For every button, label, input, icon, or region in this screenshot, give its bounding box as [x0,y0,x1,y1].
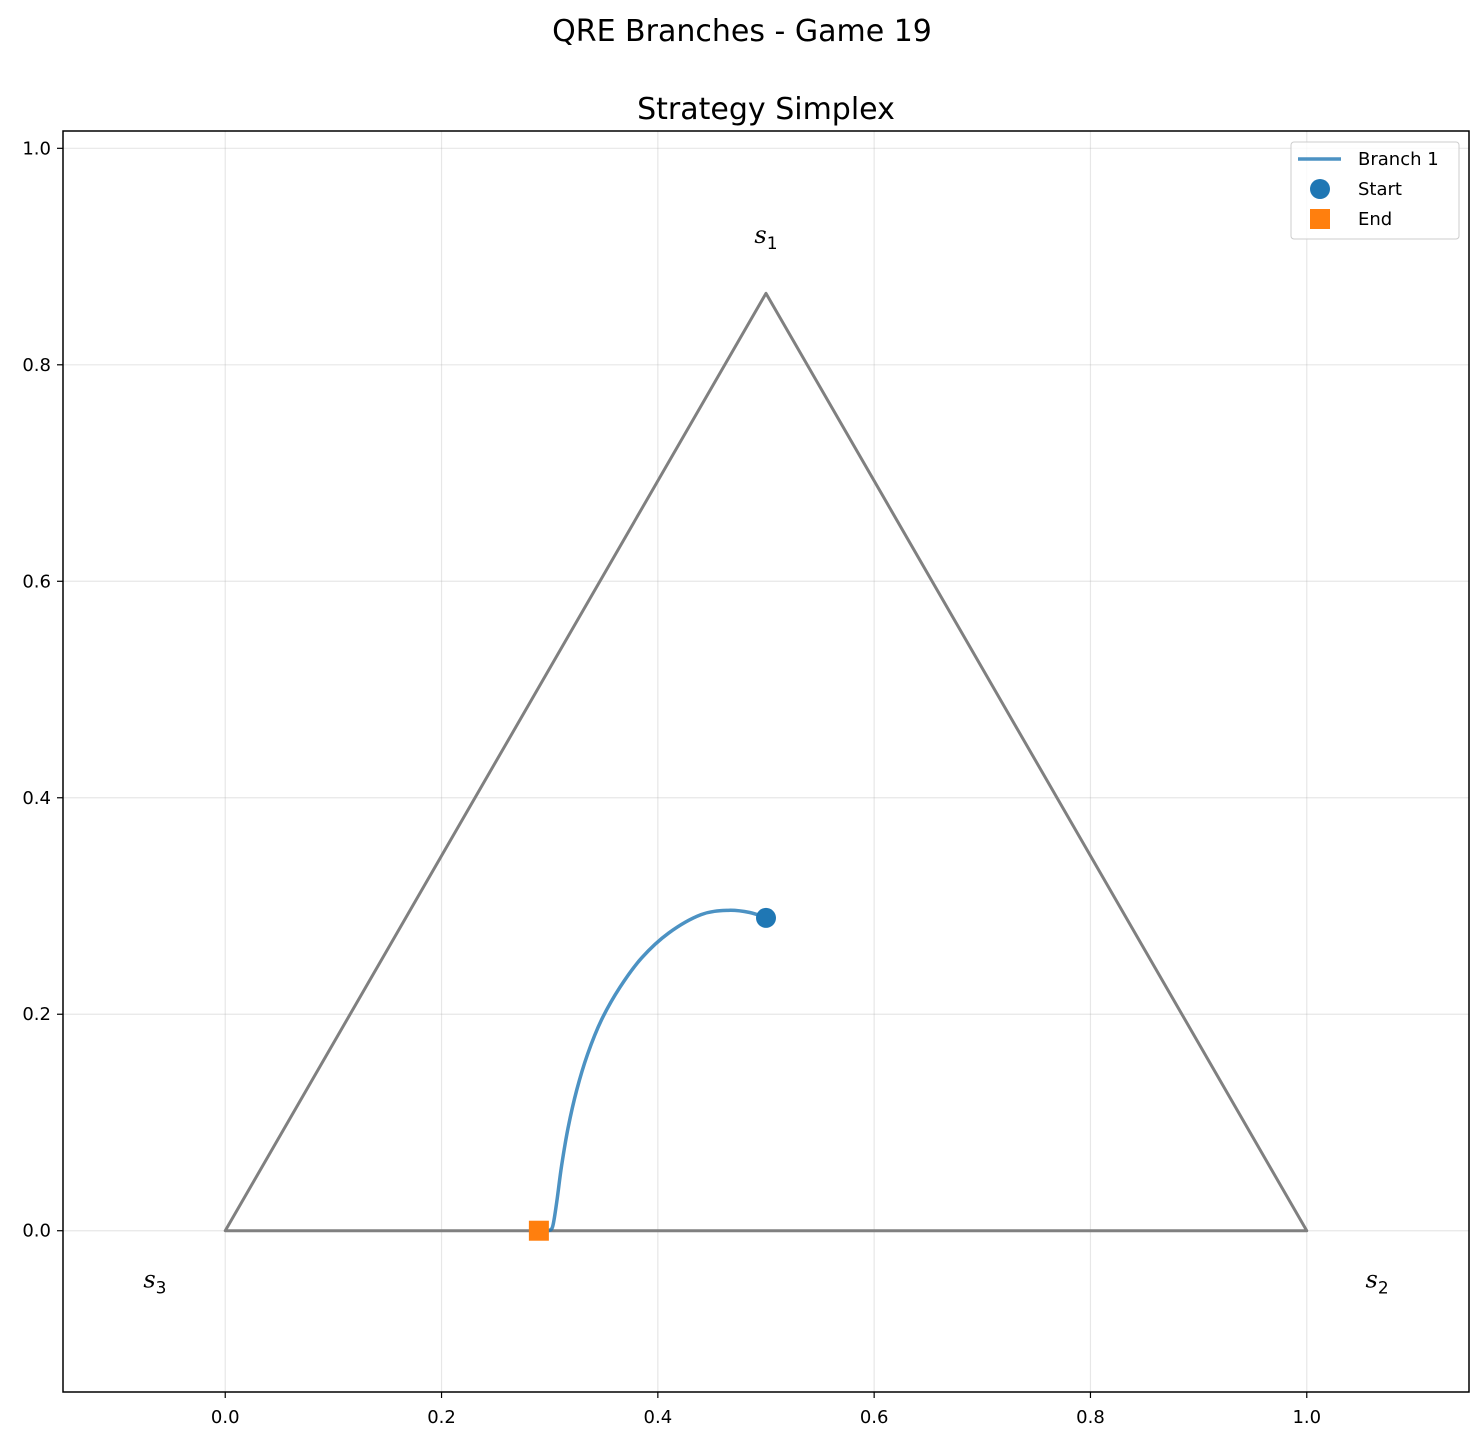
axes-title: Strategy Simplex [637,92,895,127]
end-marker [528,1220,549,1241]
y-tick-label: 0.0 [22,1221,51,1242]
y-tick-label: 0.8 [22,355,51,376]
x-tick-label: 0.0 [211,1407,240,1428]
legend-swatch-end [1310,209,1330,229]
legend-label: Branch 1 [1358,149,1439,170]
plot-frame [62,130,1470,1393]
y-tick-label: 0.6 [22,571,51,592]
grid-lines [63,131,1469,1392]
y-tick-label: 0.4 [22,788,51,809]
x-tick-label: 0.2 [427,1407,456,1428]
legend-label: Start [1358,179,1402,200]
series-layer [528,907,776,1241]
y-tick-label: 1.0 [22,138,51,159]
legend-label: End [1358,209,1392,230]
x-axis-ticks: 0.0 0.2 0.4 0.6 0.8 1.0 [211,1392,1321,1428]
vertex-labels: s1 s2 s3 [143,221,1388,1299]
simplex-triangle [223,291,1309,1233]
x-tick-label: 0.4 [644,1407,673,1428]
x-tick-label: 1.0 [1292,1407,1321,1428]
start-marker [756,907,776,928]
legend: Branch 1 Start End [1290,141,1460,240]
x-tick-label: 0.6 [860,1407,889,1428]
y-tick-label: 0.2 [22,1004,51,1025]
y-axis-ticks: 0.0 0.2 0.4 0.6 0.8 1.0 [22,138,63,1242]
simplex-edges [223,291,1309,1233]
vertex-label-s3: s3 [143,1265,166,1298]
legend-box [1290,141,1460,240]
vertex-label-s1: s1 [754,221,777,254]
x-tick-label: 0.8 [1076,1407,1105,1428]
series-line-branch-1 [537,908,768,1233]
vertex-label-s2: s2 [1365,1265,1388,1298]
figure-suptitle: QRE Branches - Game 19 [552,14,932,49]
legend-swatch-start [1310,179,1330,199]
